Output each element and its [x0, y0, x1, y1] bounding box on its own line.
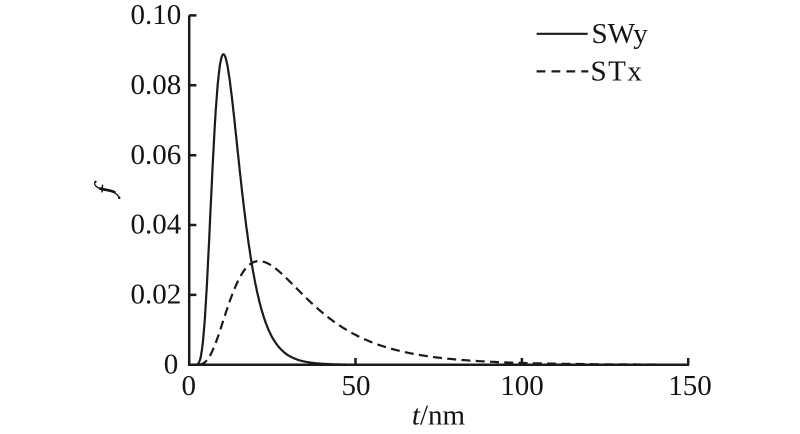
- svg-text:50: 50: [342, 370, 371, 402]
- svg-text:0.10: 0.10: [131, 0, 182, 31]
- svg-text:0: 0: [181, 370, 196, 402]
- svg-text:150: 150: [668, 370, 712, 402]
- svg-text:0.02: 0.02: [131, 279, 182, 311]
- svg-text:0.06: 0.06: [131, 139, 182, 171]
- svg-text:0.08: 0.08: [131, 69, 182, 101]
- svg-text:0.04: 0.04: [131, 209, 182, 241]
- svg-text:STx: STx: [591, 56, 644, 88]
- svg-text:0: 0: [164, 348, 179, 380]
- svg-text:t/nm: t/nm: [412, 400, 466, 432]
- svg-text:SWy: SWy: [592, 18, 649, 50]
- svg-text:100: 100: [500, 370, 544, 402]
